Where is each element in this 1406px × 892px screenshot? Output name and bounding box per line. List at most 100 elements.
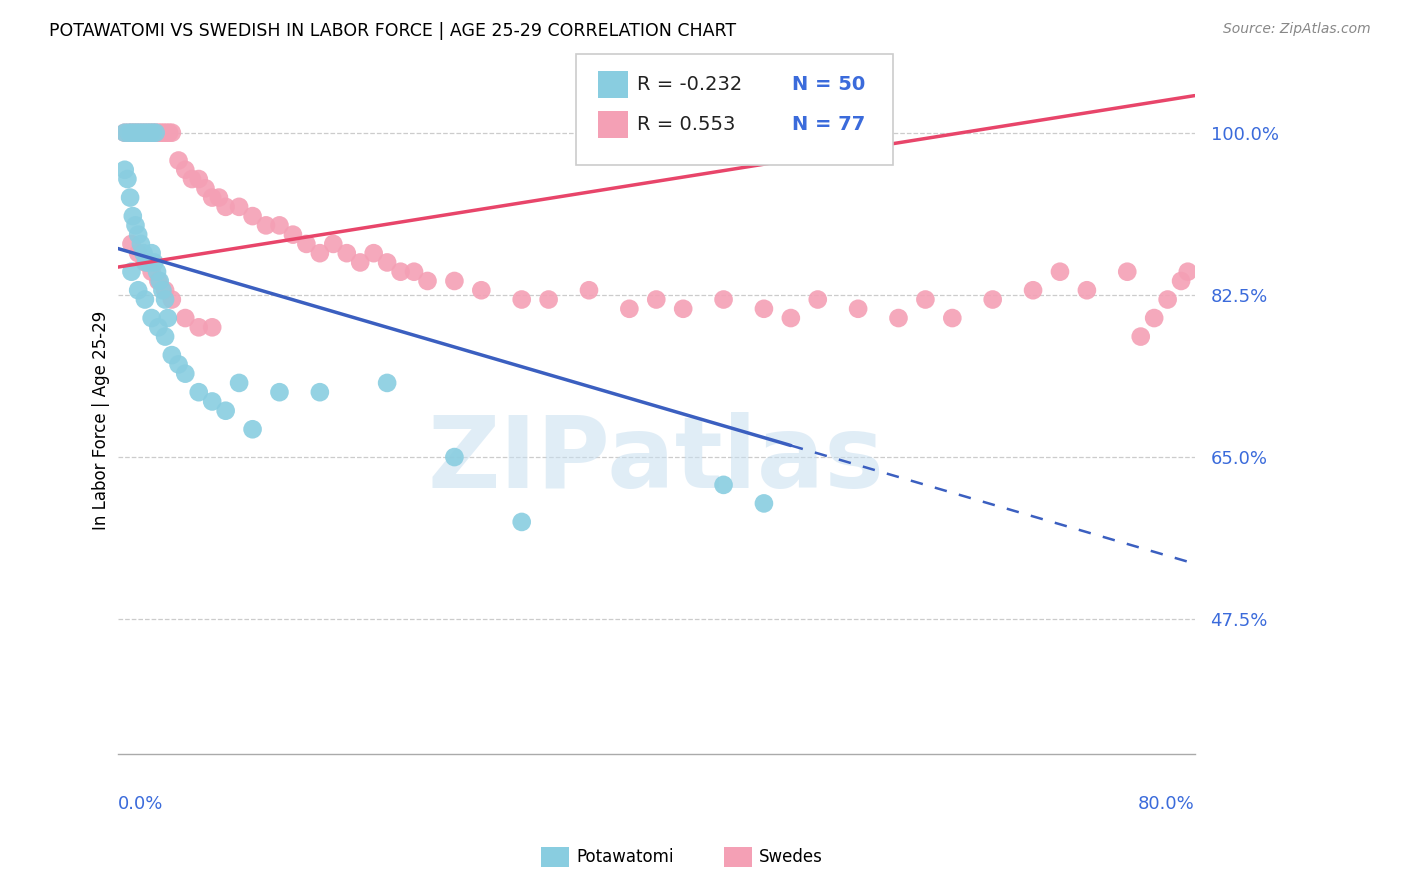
Point [1116,265,1139,279]
Point [155,126,177,140]
Point [120,126,142,140]
Point [308,246,330,260]
Point [148,320,170,334]
Point [152,283,174,297]
Point [135,255,157,269]
Point [143,255,166,269]
Point [846,301,869,316]
Point [153,283,176,297]
Point [322,236,344,251]
Text: Potawatomi: Potawatomi [576,848,673,866]
Point [157,126,180,140]
Point [645,293,668,307]
Point [131,126,153,140]
Point [281,227,304,242]
Point [120,265,142,279]
Point [1170,274,1192,288]
Point [174,311,197,326]
Point [138,255,160,269]
Point [160,348,183,362]
Point [134,126,156,140]
Point [120,190,142,204]
Point [129,236,152,251]
Point [156,311,179,326]
Point [914,293,936,307]
Point [145,126,167,140]
Point [713,478,735,492]
Point [269,219,291,233]
Point [174,162,197,177]
Point [181,172,204,186]
Text: Source: ZipAtlas.com: Source: ZipAtlas.com [1223,22,1371,37]
Point [120,126,142,140]
Point [134,126,156,140]
Point [146,265,169,279]
Text: R = 0.553: R = 0.553 [637,115,735,135]
Point [510,293,533,307]
Point [136,126,159,140]
Point [887,311,910,326]
Point [349,255,371,269]
Point [120,236,142,251]
Point [510,515,533,529]
Text: R = -0.232: R = -0.232 [637,75,742,95]
Point [121,209,143,223]
Point [125,126,148,140]
Point [201,320,224,334]
Point [201,394,224,409]
Point [160,126,183,140]
Point [128,126,150,140]
Point [1129,329,1152,343]
Point [128,126,150,140]
Point [187,385,209,400]
Point [752,496,775,510]
Point [363,246,385,260]
Point [149,274,172,288]
Point [114,126,136,140]
Point [214,403,236,417]
Point [941,311,963,326]
Text: Swedes: Swedes [759,848,823,866]
Point [153,293,176,307]
Point [389,265,412,279]
Point [713,293,735,307]
Point [148,126,170,140]
Point [295,236,318,251]
Point [242,209,264,223]
Point [187,320,209,334]
Point [981,293,1004,307]
Point [141,246,163,260]
Point [145,126,167,140]
Point [150,126,173,140]
Point [134,255,156,269]
Y-axis label: In Labor Force | Age 25-29: In Labor Force | Age 25-29 [93,310,110,530]
Point [1156,293,1178,307]
Point [402,265,425,279]
Point [194,181,217,195]
Point [174,367,197,381]
Point [443,450,465,464]
Point [228,200,250,214]
Point [142,126,165,140]
Point [124,219,146,233]
Point [254,219,277,233]
Point [160,293,183,307]
Point [375,255,398,269]
Text: N = 50: N = 50 [792,75,865,95]
Point [136,126,159,140]
Point [118,126,141,140]
Text: 0.0%: 0.0% [118,796,163,814]
Point [779,311,801,326]
Point [208,190,231,204]
Point [141,265,163,279]
Point [375,376,398,390]
Point [139,126,162,140]
Point [228,376,250,390]
Point [141,311,163,326]
Point [242,422,264,436]
Point [1022,283,1045,297]
Point [443,274,465,288]
Point [142,126,165,140]
Point [117,172,139,186]
Point [118,126,141,140]
